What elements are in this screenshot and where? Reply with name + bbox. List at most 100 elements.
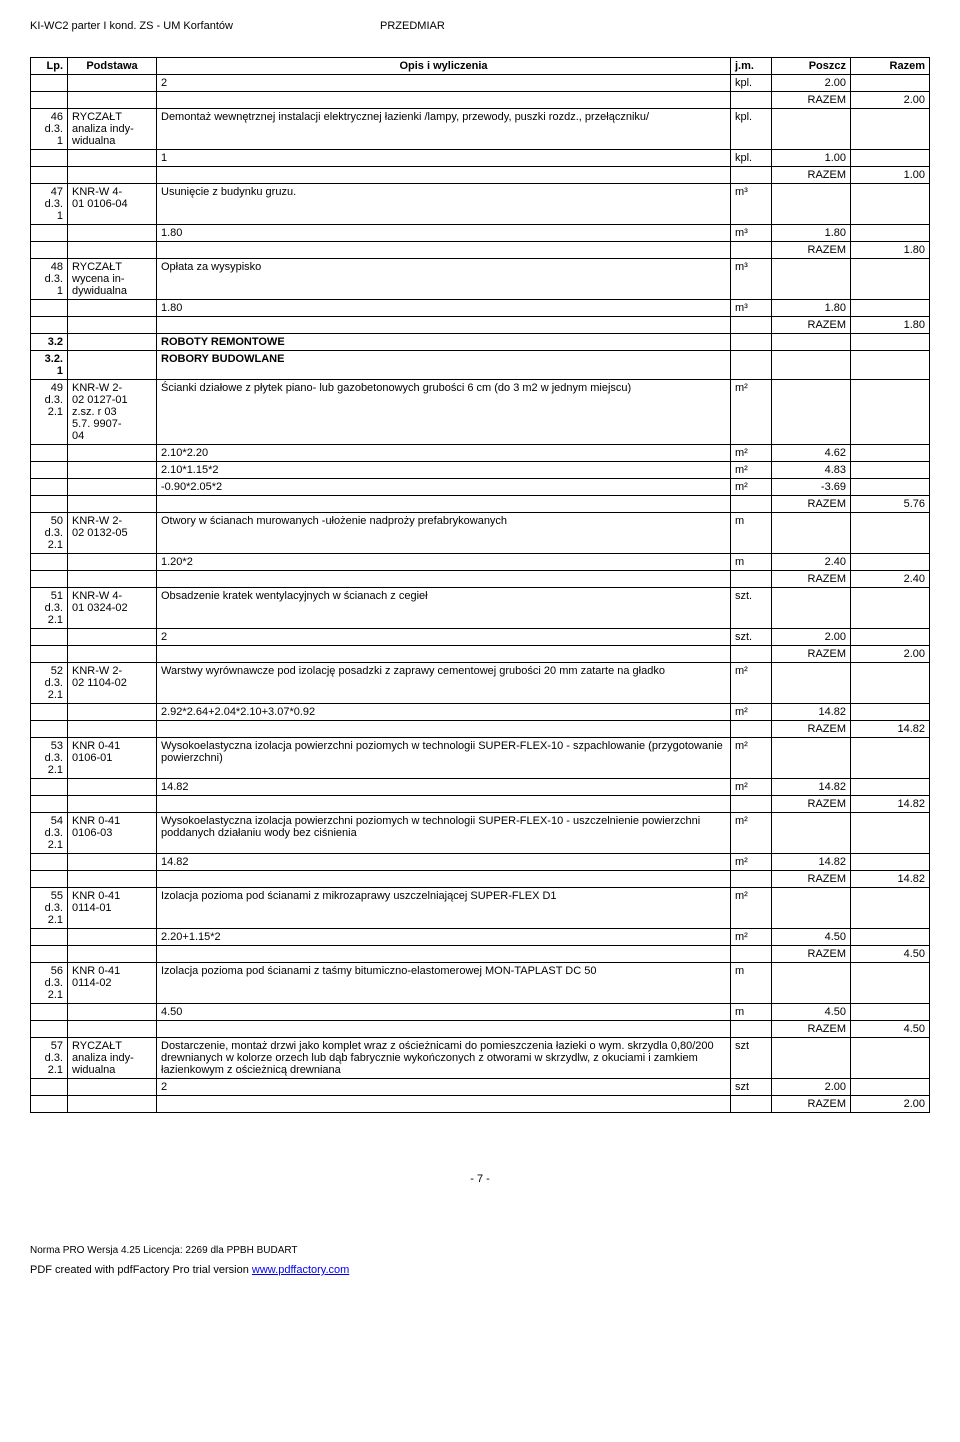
cell-pod [68,646,157,663]
table-row: RAZEM2.00 [31,1096,930,1113]
cell-jm: m² [731,888,772,929]
cell-lp: 48 d.3. 1 [31,259,68,300]
table-row: RAZEM2.00 [31,646,930,663]
cell-opis: 2.10*1.15*2 [157,462,731,479]
cell-lp [31,1021,68,1038]
cell-razem [851,462,930,479]
table-row: 1.80m³1.80 [31,300,930,317]
col-poszcz: Poszcz [772,58,851,75]
cell-pod [68,300,157,317]
cell-lp [31,854,68,871]
cell-pod [68,1021,157,1038]
cell-razem-label: RAZEM [772,721,851,738]
cell-poszcz: 2.00 [772,1079,851,1096]
cell-lp [31,946,68,963]
cell-jm [731,167,772,184]
table-row: RAZEM14.82 [31,871,930,888]
cell-lp: 54 d.3. 2.1 [31,813,68,854]
cell-poszcz: 4.83 [772,462,851,479]
cell-razem-value: 4.50 [851,1021,930,1038]
cell-lp [31,1004,68,1021]
cell-razem [851,888,930,929]
cell-lp: 3.2 [31,334,68,351]
cell-jm: m² [731,380,772,445]
cell-poszcz [772,109,851,150]
table-row: 51 d.3. 2.1KNR-W 4- 01 0324-02Obsadzenie… [31,588,930,629]
cell-lp [31,462,68,479]
col-razem: Razem [851,58,930,75]
cell-poszcz [772,351,851,380]
table-row: 2.20+1.15*2m²4.50 [31,929,930,946]
cell-lp: 46 d.3. 1 [31,109,68,150]
cell-poszcz: 14.82 [772,704,851,721]
cell-razem [851,779,930,796]
cell-razem [851,334,930,351]
cell-jm: kpl. [731,109,772,150]
cell-razem-label: RAZEM [772,1021,851,1038]
cell-razem [851,380,930,445]
table-row: 4.50m4.50 [31,1004,930,1021]
cell-lp: 52 d.3. 2.1 [31,663,68,704]
cell-lp: 56 d.3. 2.1 [31,963,68,1004]
cell-razem-label: RAZEM [772,167,851,184]
cell-lp: 57 d.3. 2.1 [31,1038,68,1079]
cell-opis: Otwory w ścianach murowanych -ułożenie n… [157,513,731,554]
table-row: 2szt.2.00 [31,629,930,646]
cell-jm: m² [731,813,772,854]
footer-norma: Norma PRO Wersja 4.25 Licencja: 2269 dla… [30,1245,930,1256]
cell-razem-value: 2.40 [851,571,930,588]
cell-razem-label: RAZEM [772,242,851,259]
cell-razem [851,1079,930,1096]
cell-razem [851,663,930,704]
table-row: 2kpl.2.00 [31,75,930,92]
table-row: RAZEM5.76 [31,496,930,513]
table-row: 1.20*2m2.40 [31,554,930,571]
cell-pod [68,1004,157,1021]
cell-opis: 2.10*2.20 [157,445,731,462]
cell-opis: Usunięcie z budynku gruzu. [157,184,731,225]
cell-opis: 2 [157,1079,731,1096]
table-row: -0.90*2.05*2m²-3.69 [31,479,930,496]
cell-jm: m² [731,779,772,796]
cell-pod: KNR 0-41 0106-03 [68,813,157,854]
cell-razem [851,813,930,854]
cell-opis: Demontaż wewnętrznej instalacji elektryc… [157,109,731,150]
cell-lp: 53 d.3. 2.1 [31,738,68,779]
cell-lp [31,1079,68,1096]
table-row: 2.10*1.15*2m²4.83 [31,462,930,479]
cell-poszcz [772,963,851,1004]
cell-poszcz: 1.80 [772,225,851,242]
cell-opis: 2.20+1.15*2 [157,929,731,946]
cell-pod [68,351,157,380]
table-row: RAZEM1.80 [31,242,930,259]
cell-jm [731,721,772,738]
cell-pod [68,721,157,738]
cell-opis [157,167,731,184]
cell-lp: 55 d.3. 2.1 [31,888,68,929]
footer-pdf-link[interactable]: www.pdffactory.com [252,1264,349,1276]
cell-pod [68,242,157,259]
cell-poszcz: 14.82 [772,854,851,871]
cell-opis: 1 [157,150,731,167]
cell-jm: szt. [731,588,772,629]
cell-opis: Dostarczenie, montaż drzwi jako komplet … [157,1038,731,1079]
cell-pod: KNR 0-41 0114-02 [68,963,157,1004]
cell-pod: KNR-W 2- 02 0127-01 z.sz. r 03 5.7. 9907… [68,380,157,445]
cell-poszcz: 14.82 [772,779,851,796]
cell-pod [68,167,157,184]
table-row: 3.2. 1ROBORY BUDOWLANE [31,351,930,380]
table-row: RAZEM4.50 [31,946,930,963]
cell-lp [31,479,68,496]
cell-razem-value: 2.00 [851,92,930,109]
cell-lp [31,167,68,184]
cell-pod: KNR-W 4- 01 0324-02 [68,588,157,629]
cell-pod [68,75,157,92]
cell-pod [68,92,157,109]
cell-razem-value: 14.82 [851,721,930,738]
table-row: 49 d.3. 2.1KNR-W 2- 02 0127-01 z.sz. r 0… [31,380,930,445]
cell-pod [68,334,157,351]
cell-razem-value: 14.82 [851,871,930,888]
cell-jm: m² [731,929,772,946]
cell-poszcz: 2.00 [772,629,851,646]
cell-jm [731,334,772,351]
